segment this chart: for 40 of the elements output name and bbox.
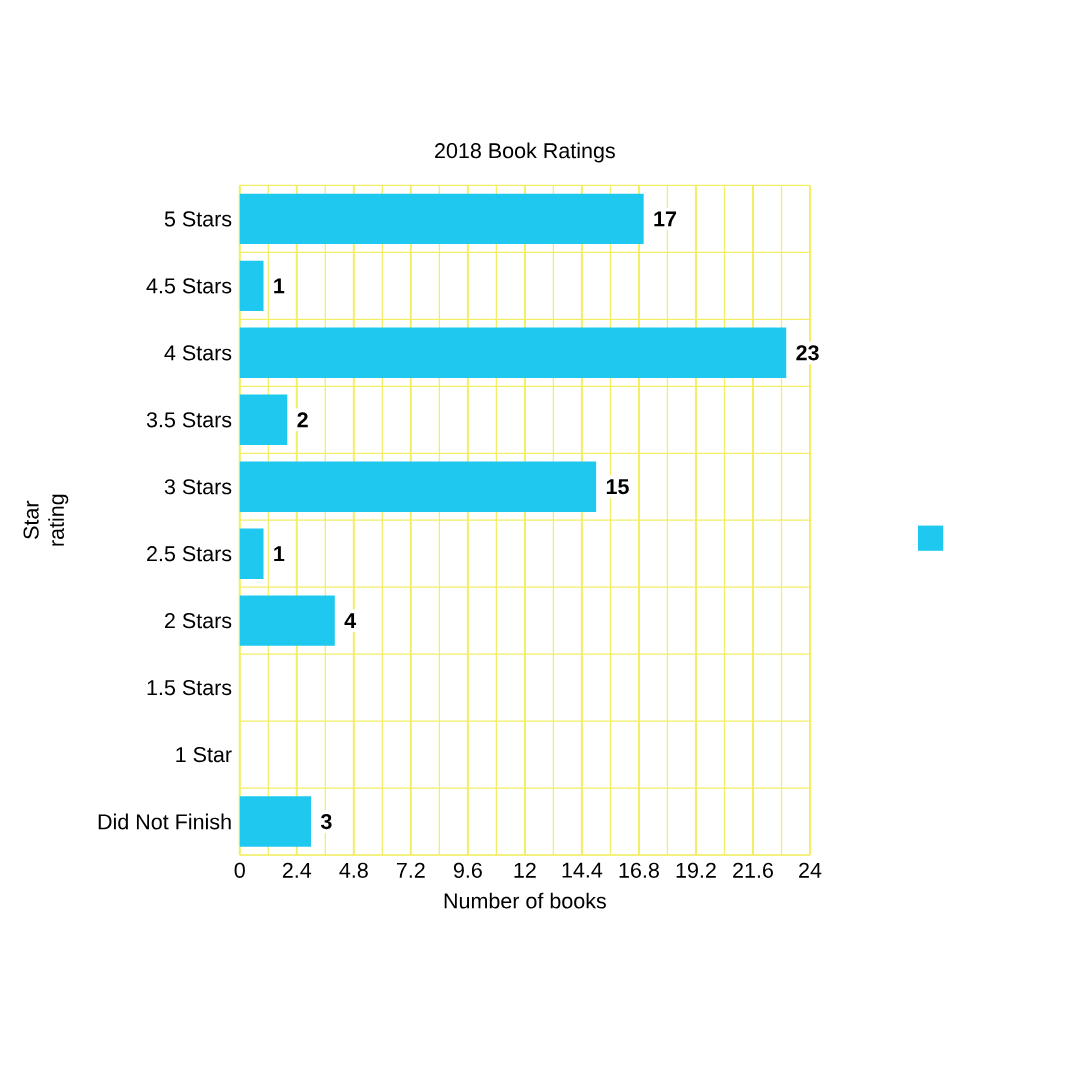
y-tick-label: 3 Stars: [164, 479, 232, 495]
x-tick-label: 16.8: [619, 862, 659, 878]
x-tick-label: 2.4: [282, 862, 312, 878]
bar: [239, 528, 264, 579]
data-label: 23: [796, 345, 819, 361]
x-tick-label: 12: [514, 862, 536, 878]
y-tick-label: 2 Stars: [165, 613, 232, 629]
data-label: 15: [606, 479, 629, 495]
x-tick-label: 4.8: [339, 862, 368, 878]
x-tick-label: 9.6: [453, 862, 482, 878]
chart-title: 2018 Book Ratings: [435, 142, 615, 163]
bar: [239, 394, 288, 445]
bar: [239, 595, 335, 646]
y-axis-title: Star rating: [23, 494, 69, 546]
x-tick-label: 21.6: [733, 862, 773, 878]
data-label: 2: [297, 412, 308, 428]
y-tick-label: 2.5 Stars: [147, 546, 232, 562]
bar: [239, 327, 787, 379]
bar: [239, 193, 644, 245]
bar: [239, 796, 312, 847]
x-axis-title: Number of books: [444, 892, 606, 909]
y-tick-label: 1 Star: [176, 746, 232, 763]
y-tick-label: Did Not Finish: [98, 813, 231, 830]
data-label: 17: [654, 211, 677, 227]
data-label: 4: [344, 613, 357, 629]
y-tick-label: 1.5 Stars: [147, 680, 232, 696]
x-tick-label: 14.4: [562, 862, 603, 878]
y-tick-label: 3.5 Stars: [146, 412, 232, 428]
x-tick-label: 24: [799, 862, 822, 878]
y-tick-label: 4 Stars: [164, 345, 232, 361]
bar: [239, 461, 597, 512]
x-tick-label: 0: [234, 862, 245, 878]
x-tick-label: 19.2: [676, 862, 716, 878]
bar: [239, 260, 264, 312]
data-label: 3: [320, 813, 332, 830]
data-label: 1: [274, 278, 285, 294]
data-label: 1: [274, 546, 285, 562]
x-tick-label: 7.2: [396, 862, 425, 878]
y-tick-label: 5 Stars: [164, 211, 232, 227]
y-tick-label: 4.5 Stars: [146, 278, 232, 294]
